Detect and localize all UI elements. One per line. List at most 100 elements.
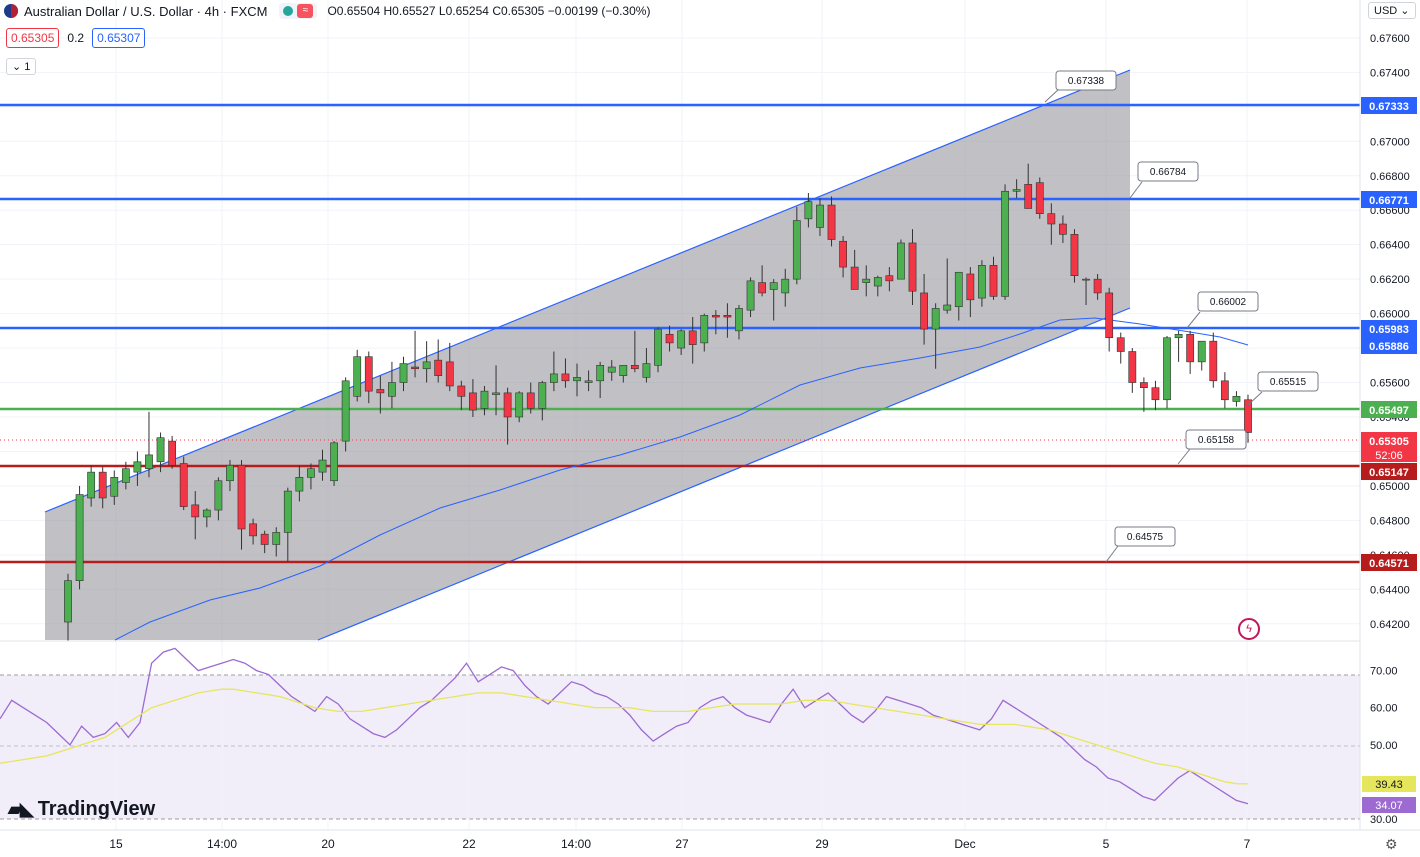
- market-open-icon: [283, 6, 294, 16]
- candle-body: [781, 278, 790, 294]
- candle-body: [1093, 278, 1102, 294]
- candle-body: [226, 464, 234, 482]
- candle-body: [839, 240, 847, 268]
- candle-body: [769, 282, 778, 290]
- sell-price-button[interactable]: 0.65305: [6, 28, 60, 48]
- candle-body: [1105, 292, 1114, 339]
- candle-body: [260, 533, 269, 545]
- y-tick-label: 0.67600: [1370, 33, 1410, 45]
- currency-select[interactable]: USD ⌄: [1368, 2, 1416, 19]
- candle-body: [295, 477, 304, 492]
- rsi-tick-label: 50.00: [1370, 740, 1398, 752]
- candle-body: [249, 523, 257, 537]
- candle-body: [978, 265, 986, 299]
- candle-body: [723, 315, 732, 318]
- callout-0.66784-box: [1137, 161, 1199, 182]
- candle-body: [133, 461, 142, 473]
- candle-body: [792, 220, 801, 280]
- price-label-0.67333: 0.67333: [1369, 101, 1409, 113]
- candle-body: [214, 480, 223, 511]
- tv-logo-icon: ▰◣: [8, 799, 34, 819]
- settings-gear-icon[interactable]: ⚙: [1385, 836, 1398, 852]
- indicators-toggle[interactable]: ⌄ 1: [6, 58, 37, 75]
- candle-body: [1220, 380, 1229, 401]
- candle-body: [202, 509, 211, 518]
- flag-icon: [4, 4, 18, 18]
- y-tick-label: 0.65600: [1370, 378, 1410, 390]
- candle-body: [422, 361, 431, 370]
- candle-body: [885, 275, 894, 282]
- price-label-0.66771: 0.66771: [1369, 195, 1409, 207]
- candle-body: [1186, 333, 1195, 363]
- candle-body: [711, 315, 720, 318]
- chevron-down-icon: ⌄: [12, 61, 22, 73]
- candle-body: [411, 366, 419, 370]
- callout-0.65158-box: [1185, 429, 1247, 450]
- candle-body: [110, 477, 119, 497]
- candle-body: [376, 389, 385, 394]
- x-tick-label: 27: [675, 837, 689, 851]
- candle-body: [619, 365, 628, 376]
- candle-body: [364, 356, 373, 392]
- candle-body: [1070, 234, 1079, 276]
- x-tick-label: 14:00: [207, 837, 237, 851]
- wave-icon: ≈: [297, 4, 314, 18]
- buy-price-button[interactable]: 0.65307: [92, 28, 146, 48]
- bid-ask-row: 0.65305 0.2 0.65307: [6, 28, 146, 48]
- candle-body: [341, 380, 350, 442]
- candle-body: [1151, 387, 1160, 401]
- candle-body: [1059, 223, 1067, 235]
- candle-body: [966, 273, 975, 301]
- candle-body: [434, 359, 443, 376]
- candle-body: [1012, 189, 1021, 192]
- x-ticks: 15 14:00 20 22 14:00 27 29 Dec 5 7: [109, 837, 1250, 851]
- candle-body: [353, 356, 362, 397]
- status-pill[interactable]: ≈: [279, 3, 318, 19]
- candle-body: [237, 464, 246, 530]
- candle-body: [87, 471, 96, 499]
- x-tick-label: Dec: [954, 837, 975, 851]
- y-tick-label: 0.64400: [1370, 584, 1410, 596]
- callout-0.64575-box: [1114, 526, 1176, 547]
- candle-body: [1174, 333, 1183, 339]
- y-tick-label: 0.66600: [1370, 205, 1410, 217]
- candle-body: [75, 494, 84, 581]
- price-label-0.65886: 0.65886: [1369, 341, 1409, 353]
- x-tick-label: 5: [1103, 837, 1110, 851]
- candle-body: [920, 292, 928, 330]
- candle-body: [549, 373, 558, 383]
- candle-body: [1024, 184, 1033, 209]
- candle-body: [318, 459, 327, 473]
- candle-body: [330, 442, 338, 482]
- rsi-tick-label: 70.00: [1370, 666, 1398, 678]
- candle-body: [1116, 337, 1125, 352]
- candle-body: [272, 532, 281, 545]
- callout-0.65515-box: [1257, 371, 1319, 392]
- candle-body: [1082, 278, 1090, 281]
- callout-0.65158: 0.65158: [1198, 435, 1235, 446]
- candle-body: [827, 204, 836, 240]
- candle-body: [469, 392, 477, 411]
- candle-body: [492, 392, 500, 395]
- candle-body: [804, 201, 813, 220]
- rsi-tick-label: 60.00: [1370, 703, 1398, 715]
- candle-body: [145, 454, 153, 469]
- rsi-tick-label: 30.00: [1370, 814, 1398, 826]
- candle-body: [688, 330, 697, 345]
- candle-body: [388, 382, 396, 397]
- candle-body: [700, 315, 709, 344]
- rsi-band: [0, 675, 1360, 819]
- candle-body: [168, 440, 177, 466]
- symbol-title[interactable]: Australian Dollar / U.S. Dollar · 4h · F…: [24, 3, 268, 19]
- y-tick-label: 0.66000: [1370, 309, 1410, 321]
- candle-body: [850, 266, 859, 290]
- rsi-label: 34.07: [1375, 800, 1403, 812]
- symbol-header[interactable]: Australian Dollar / U.S. Dollar · 4h · F…: [0, 0, 650, 22]
- candle-body: [943, 304, 952, 311]
- candle-body: [746, 280, 755, 311]
- candle-body: [191, 504, 200, 518]
- lightning-icon[interactable]: ϟ: [1238, 618, 1260, 640]
- candle-body: [654, 328, 662, 366]
- x-tick-label: 7: [1244, 837, 1251, 851]
